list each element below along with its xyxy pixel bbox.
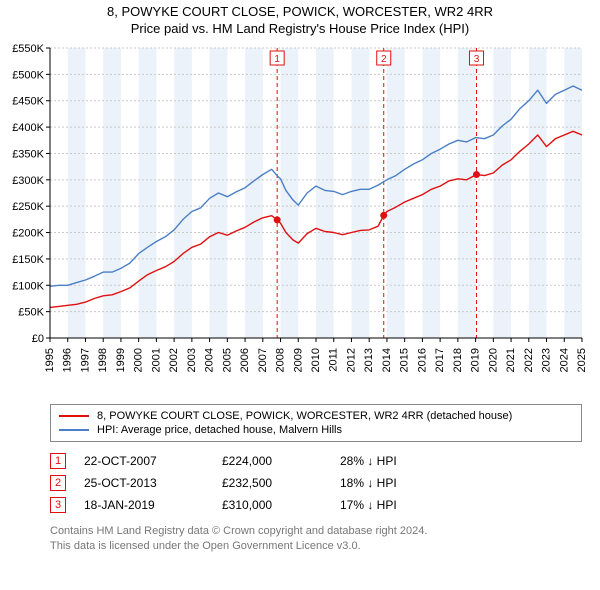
svg-text:2020: 2020 (487, 348, 499, 372)
svg-text:1995: 1995 (44, 348, 56, 372)
svg-text:2019: 2019 (470, 348, 482, 372)
svg-text:£100K: £100K (12, 280, 44, 292)
transaction-marker: 2 (50, 475, 66, 491)
svg-text:£550K: £550K (12, 43, 44, 55)
legend-label-property: 8, POWYKE COURT CLOSE, POWICK, WORCESTER… (97, 410, 512, 422)
svg-text:1997: 1997 (79, 348, 91, 372)
chart-svg: 1 2 3 £0 £50K £100K £150K £200K £250K £300K £350K £… (0, 38, 600, 398)
svg-text:2007: 2007 (257, 348, 269, 372)
svg-text:1999: 1999 (115, 348, 127, 372)
svg-text:2025: 2025 (576, 348, 588, 372)
title-line1: 8, POWYKE COURT CLOSE, POWICK, WORCESTER… (10, 4, 590, 19)
svg-text:£450K: £450K (12, 96, 44, 108)
svg-text:3: 3 (474, 54, 480, 65)
transaction-date: 18-JAN-2019 (84, 498, 204, 512)
svg-text:2013: 2013 (363, 348, 375, 372)
transaction-delta: 17% ↓ HPI (340, 498, 397, 512)
transaction-price: £310,000 (222, 498, 322, 512)
transaction-marker: 3 (50, 497, 66, 513)
legend-swatch-property (59, 415, 89, 417)
svg-text:2012: 2012 (345, 348, 357, 372)
svg-text:2002: 2002 (168, 348, 180, 372)
footer-line1: Contains HM Land Registry data © Crown c… (50, 524, 582, 539)
transaction-marker: 1 (50, 453, 66, 469)
chart: 1 2 3 £0 £50K £100K £150K £200K £250K £300K £350K £… (0, 38, 600, 398)
svg-text:2001: 2001 (150, 348, 162, 372)
svg-text:2000: 2000 (133, 348, 145, 372)
transactions-table: 1 22-OCT-2007 £224,000 28% ↓ HPI 2 25-OC… (50, 450, 582, 516)
svg-text:£0: £0 (32, 333, 44, 345)
transaction-row: 3 18-JAN-2019 £310,000 17% ↓ HPI (50, 494, 582, 516)
svg-text:2005: 2005 (221, 348, 233, 372)
svg-text:£300K: £300K (12, 175, 44, 187)
transaction-row: 1 22-OCT-2007 £224,000 28% ↓ HPI (50, 450, 582, 472)
svg-text:£350K: £350K (12, 148, 44, 160)
legend-swatch-hpi (59, 429, 89, 431)
svg-text:2: 2 (381, 54, 387, 65)
svg-text:2021: 2021 (505, 348, 517, 372)
footer-line2: This data is licensed under the Open Gov… (50, 539, 582, 554)
svg-text:£200K: £200K (12, 228, 44, 240)
svg-text:2011: 2011 (328, 348, 340, 372)
transaction-delta: 28% ↓ HPI (340, 454, 397, 468)
svg-text:2003: 2003 (186, 348, 198, 372)
chart-container: 8, POWYKE COURT CLOSE, POWICK, WORCESTER… (0, 0, 600, 554)
transaction-price: £232,500 (222, 476, 322, 490)
legend-row-property: 8, POWYKE COURT CLOSE, POWICK, WORCESTER… (59, 409, 573, 423)
svg-text:£250K: £250K (12, 201, 44, 213)
svg-text:£50K: £50K (18, 307, 44, 319)
svg-text:£150K: £150K (12, 254, 44, 266)
footer: Contains HM Land Registry data © Crown c… (50, 524, 582, 554)
legend-row-hpi: HPI: Average price, detached house, Malv… (59, 423, 573, 437)
transaction-delta: 18% ↓ HPI (340, 476, 397, 490)
title-line2: Price paid vs. HM Land Registry's House … (10, 21, 590, 36)
svg-text:2010: 2010 (310, 348, 322, 372)
title-block: 8, POWYKE COURT CLOSE, POWICK, WORCESTER… (0, 0, 600, 38)
svg-text:1996: 1996 (62, 348, 74, 372)
transaction-price: £224,000 (222, 454, 322, 468)
svg-text:2022: 2022 (523, 348, 535, 372)
svg-text:£500K: £500K (12, 69, 44, 81)
svg-text:2004: 2004 (204, 348, 216, 372)
svg-text:2014: 2014 (381, 348, 393, 372)
legend: 8, POWYKE COURT CLOSE, POWICK, WORCESTER… (50, 404, 582, 442)
svg-text:2008: 2008 (275, 348, 287, 372)
svg-text:2006: 2006 (239, 348, 251, 372)
svg-text:2017: 2017 (434, 348, 446, 372)
svg-text:2009: 2009 (292, 348, 304, 372)
svg-text:2024: 2024 (558, 348, 570, 372)
legend-label-hpi: HPI: Average price, detached house, Malv… (97, 424, 342, 436)
svg-text:2015: 2015 (399, 348, 411, 372)
svg-text:2023: 2023 (541, 348, 553, 372)
svg-text:1998: 1998 (97, 348, 109, 372)
svg-text:2016: 2016 (416, 348, 428, 372)
transaction-row: 2 25-OCT-2013 £232,500 18% ↓ HPI (50, 472, 582, 494)
transaction-date: 22-OCT-2007 (84, 454, 204, 468)
svg-text:2018: 2018 (452, 348, 464, 372)
svg-text:1: 1 (274, 54, 280, 65)
svg-text:£400K: £400K (12, 122, 44, 134)
transaction-date: 25-OCT-2013 (84, 476, 204, 490)
